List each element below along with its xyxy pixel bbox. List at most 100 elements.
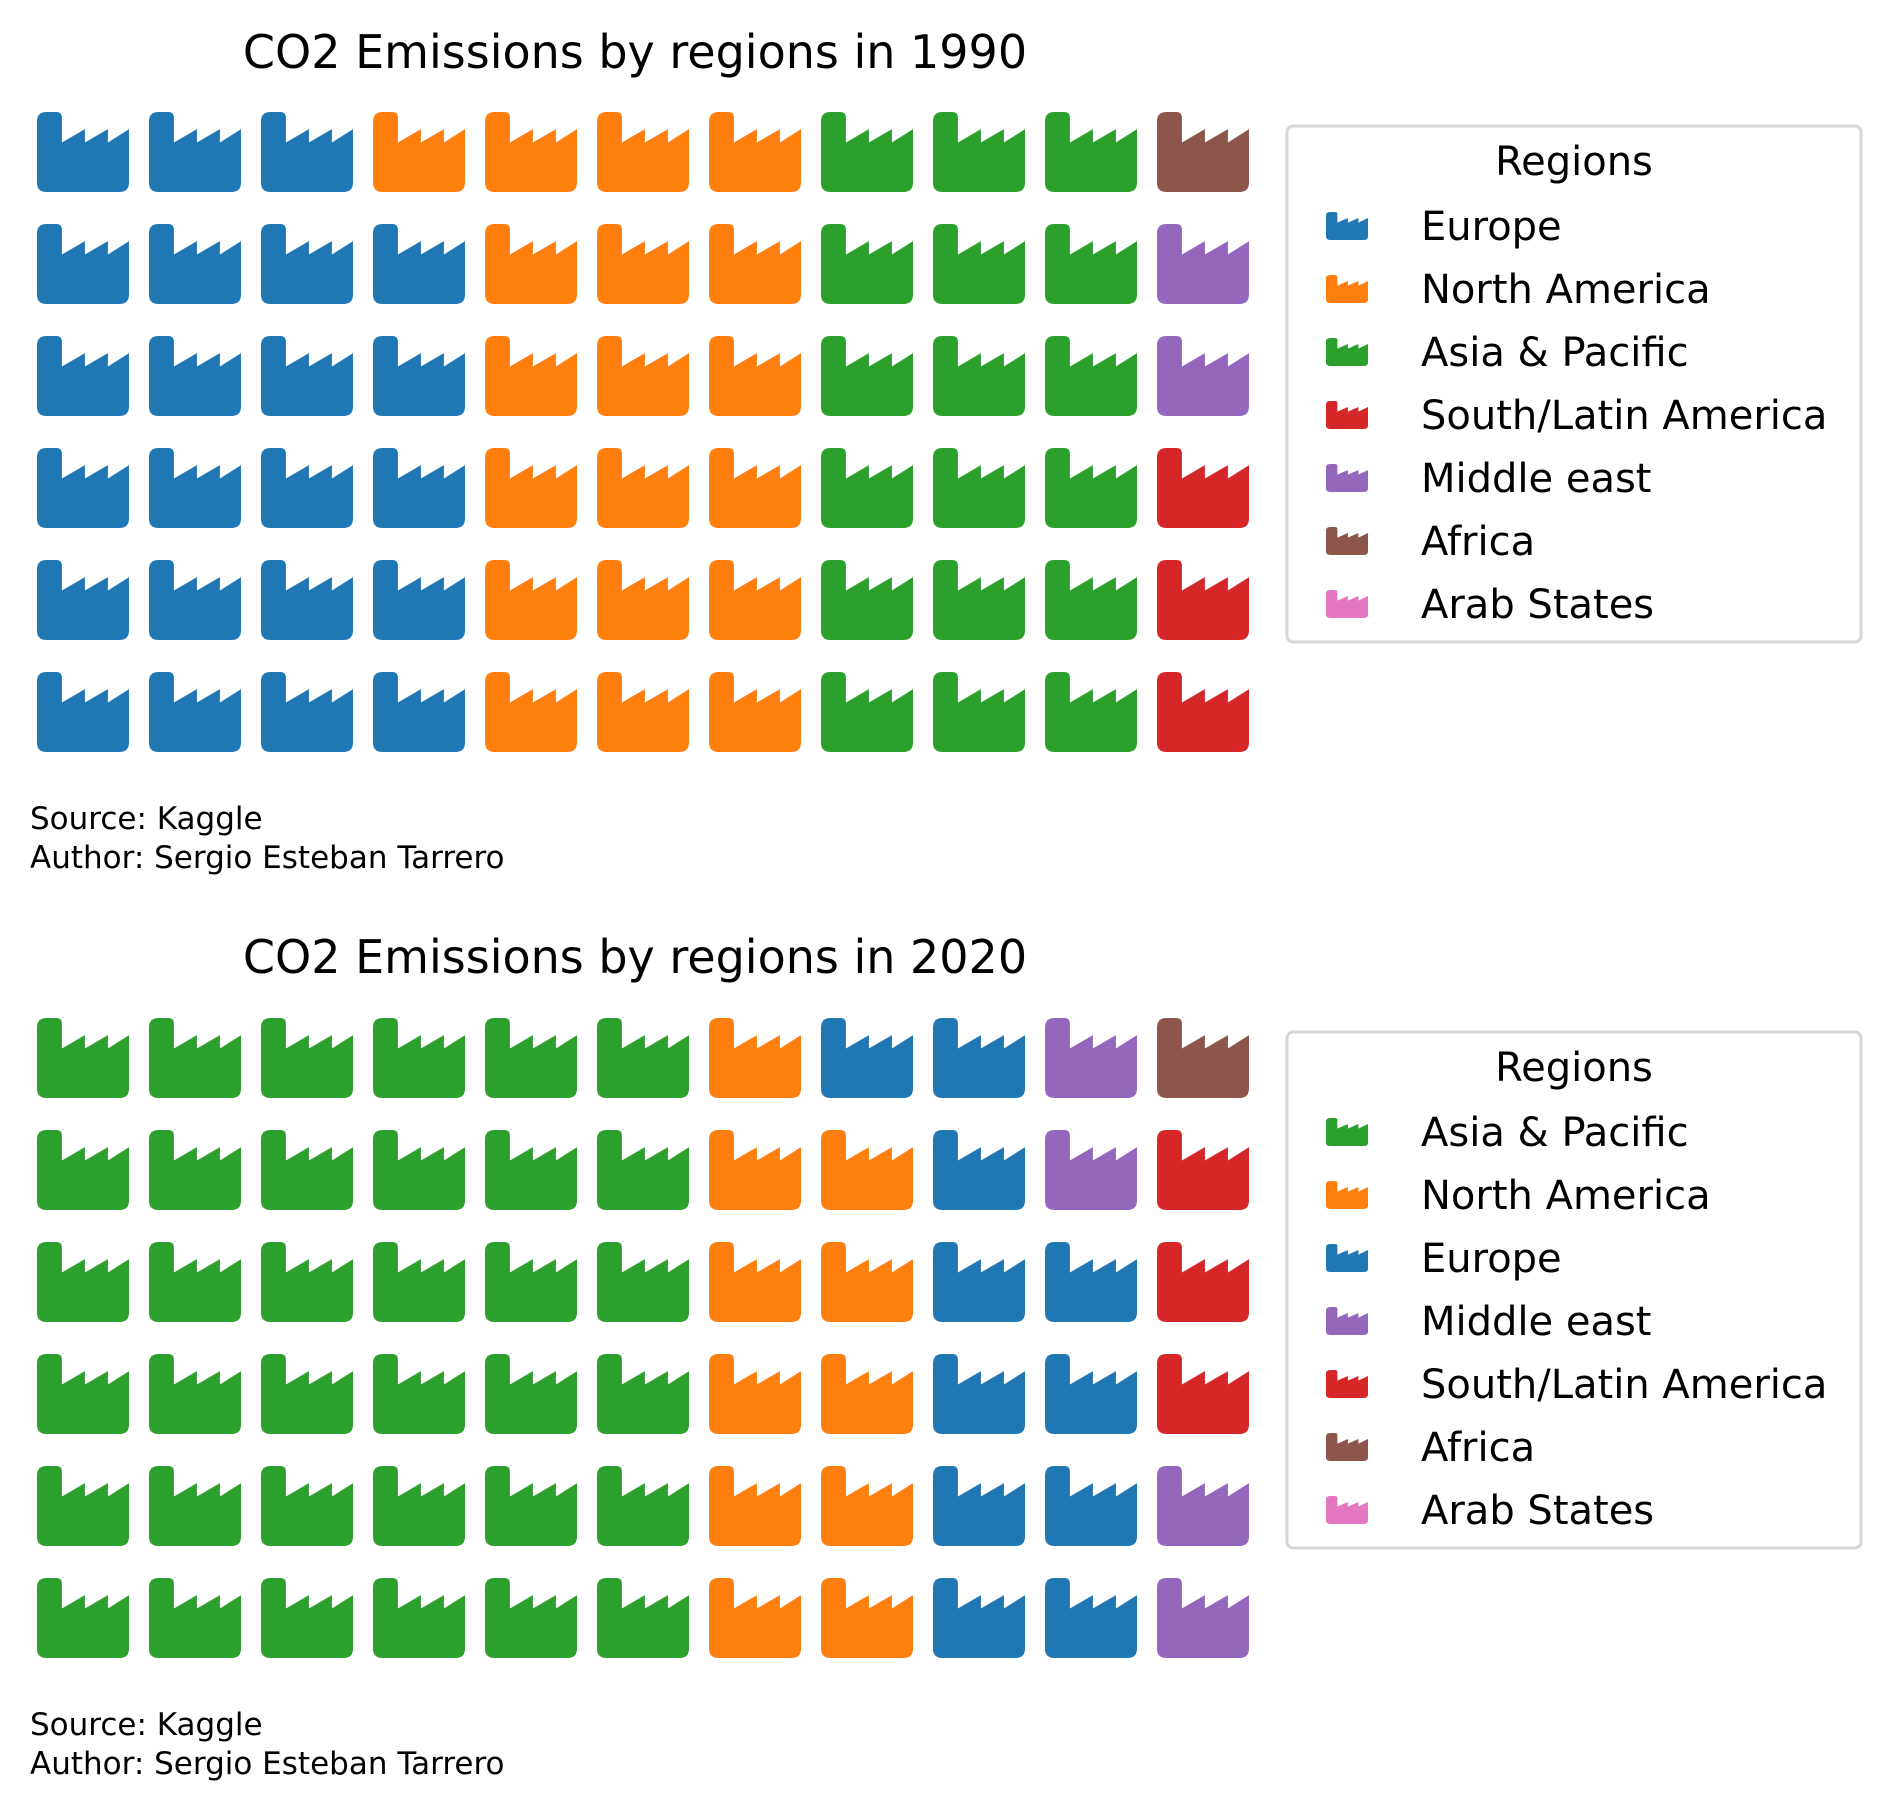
- factory-icon-asia-pacific: [933, 672, 1025, 752]
- factory-icon-north-america: [821, 1578, 913, 1658]
- factory-icon-north-america: [709, 1130, 801, 1210]
- factory-icon-asia-pacific: [261, 1578, 353, 1658]
- factory-icon-north-america: [373, 112, 465, 192]
- factory-icon-europe: [1045, 1466, 1137, 1546]
- factory-icon-asia-pacific: [37, 1466, 129, 1546]
- factory-icon-south-latin-america: [1157, 560, 1249, 640]
- factory-icon-europe: [373, 672, 465, 752]
- factory-icon-asia-pacific: [149, 1242, 241, 1322]
- factory-icon-europe: [37, 560, 129, 640]
- factory-icon-europe: [261, 224, 353, 304]
- factory-icon-asia-pacific: [485, 1578, 577, 1658]
- factory-icon-asia-pacific: [485, 1130, 577, 1210]
- factory-icon-north-america: [597, 224, 689, 304]
- factory-icon-europe: [1045, 1354, 1137, 1434]
- factory-icon-africa: [1157, 112, 1249, 192]
- factory-icon-asia-pacific: [37, 1354, 129, 1434]
- factory-icon-europe: [261, 672, 353, 752]
- factory-icon-north-america: [821, 1242, 913, 1322]
- factory-icon-asia-pacific: [373, 1354, 465, 1434]
- factory-icon-asia-pacific: [597, 1354, 689, 1434]
- factory-icon-asia-pacific: [597, 1242, 689, 1322]
- factory-icon-asia-pacific: [821, 336, 913, 416]
- legend-label: Asia & Pacific: [1421, 330, 1689, 376]
- factory-icon-asia-pacific: [597, 1130, 689, 1210]
- factory-icon-asia-pacific: [933, 448, 1025, 528]
- legend-label: Middle east: [1421, 456, 1652, 502]
- factory-icon-north-america: [597, 336, 689, 416]
- factory-icon-north-america: [821, 1130, 913, 1210]
- factory-icon-north-america: [597, 112, 689, 192]
- legend-item-south-latin-america: South/Latin America: [1326, 393, 1827, 439]
- factory-icon-north-america: [709, 336, 801, 416]
- factory-icon-asia-pacific: [597, 1578, 689, 1658]
- factory-icon-south-latin-america: [1157, 448, 1249, 528]
- factory-icon-asia-pacific: [373, 1242, 465, 1322]
- source-note-1990: Source: Kaggle: [30, 801, 263, 837]
- factory-icon-asia-pacific: [261, 1466, 353, 1546]
- factory-icon-north-america: [709, 448, 801, 528]
- factory-icon-asia-pacific: [821, 560, 913, 640]
- factory-icon-europe: [373, 336, 465, 416]
- factory-icon-north-america: [597, 560, 689, 640]
- factory-icon-europe: [149, 336, 241, 416]
- factory-icon-north-america: [597, 672, 689, 752]
- factory-icon-asia-pacific: [1045, 112, 1137, 192]
- factory-icon-asia-pacific: [821, 112, 913, 192]
- factory-icon-north-america: [485, 448, 577, 528]
- factory-icon-asia-pacific: [1045, 336, 1137, 416]
- source-note-2020: Source: Kaggle: [30, 1707, 263, 1743]
- factory-icon-europe: [37, 224, 129, 304]
- factory-icon-europe: [37, 672, 129, 752]
- factory-icon-asia-pacific: [821, 224, 913, 304]
- legend-item-south-latin-america: South/Latin America: [1326, 1362, 1827, 1408]
- factory-icon-europe: [261, 336, 353, 416]
- factory-icon-europe: [149, 224, 241, 304]
- chart-title-2020: CO2 Emissions by regions in 2020: [243, 930, 1027, 984]
- factory-icon-asia-pacific: [1045, 224, 1137, 304]
- factory-icon-europe: [373, 560, 465, 640]
- factory-icon-south-latin-america: [1157, 1242, 1249, 1322]
- factory-icon-asia-pacific: [149, 1354, 241, 1434]
- factory-icon-middle-east: [1157, 336, 1249, 416]
- legend-label: South/Latin America: [1421, 393, 1827, 439]
- factory-icon-europe: [149, 112, 241, 192]
- factory-icon-europe: [261, 560, 353, 640]
- factory-icon-asia-pacific: [37, 1242, 129, 1322]
- factory-icon-asia-pacific: [37, 1578, 129, 1658]
- factory-icon-europe: [933, 1018, 1025, 1098]
- factory-icon-europe: [933, 1354, 1025, 1434]
- factory-icon-asia-pacific: [485, 1354, 577, 1434]
- factory-icon-north-america: [709, 1354, 801, 1434]
- factory-icon-north-america: [709, 1466, 801, 1546]
- legend-item-arab-states: Arab States: [1326, 582, 1654, 628]
- legend-item-middle-east: Middle east: [1326, 1299, 1652, 1345]
- factory-icon-north-america: [709, 1578, 801, 1658]
- legend-label: Africa: [1421, 519, 1535, 565]
- factory-icon-europe: [373, 448, 465, 528]
- factory-icon-middle-east: [1045, 1130, 1137, 1210]
- factory-icon-asia-pacific: [821, 448, 913, 528]
- legend-label: Europe: [1421, 204, 1562, 250]
- legend-frame: [1285, 1030, 1863, 1550]
- factory-icon-asia-pacific: [597, 1018, 689, 1098]
- factory-icon-asia-pacific: [261, 1018, 353, 1098]
- factory-icon-asia-pacific: [37, 1018, 129, 1098]
- legend-item-asia-pacific: Asia & Pacific: [1326, 1110, 1689, 1156]
- factory-icon-europe: [149, 672, 241, 752]
- factory-icon-asia-pacific: [261, 1354, 353, 1434]
- factory-icon-asia-pacific: [933, 336, 1025, 416]
- factory-icon-asia-pacific: [149, 1018, 241, 1098]
- author-note-2020: Author: Sergio Esteban Tarrero: [30, 1746, 505, 1782]
- factory-icon-asia-pacific: [373, 1578, 465, 1658]
- legend-item-arab-states: Arab States: [1326, 1488, 1654, 1534]
- factory-icon-europe: [933, 1242, 1025, 1322]
- factory-icon-north-america: [709, 1242, 801, 1322]
- legend-2020: Regions Asia & Pacific North America Europ…: [1285, 1030, 1863, 1550]
- factory-icon-europe: [373, 224, 465, 304]
- factory-icon-europe: [37, 112, 129, 192]
- factory-icon-north-america: [821, 1354, 913, 1434]
- legend-item-europe: Europe: [1326, 1236, 1562, 1282]
- legend-item-africa: Africa: [1326, 1425, 1535, 1471]
